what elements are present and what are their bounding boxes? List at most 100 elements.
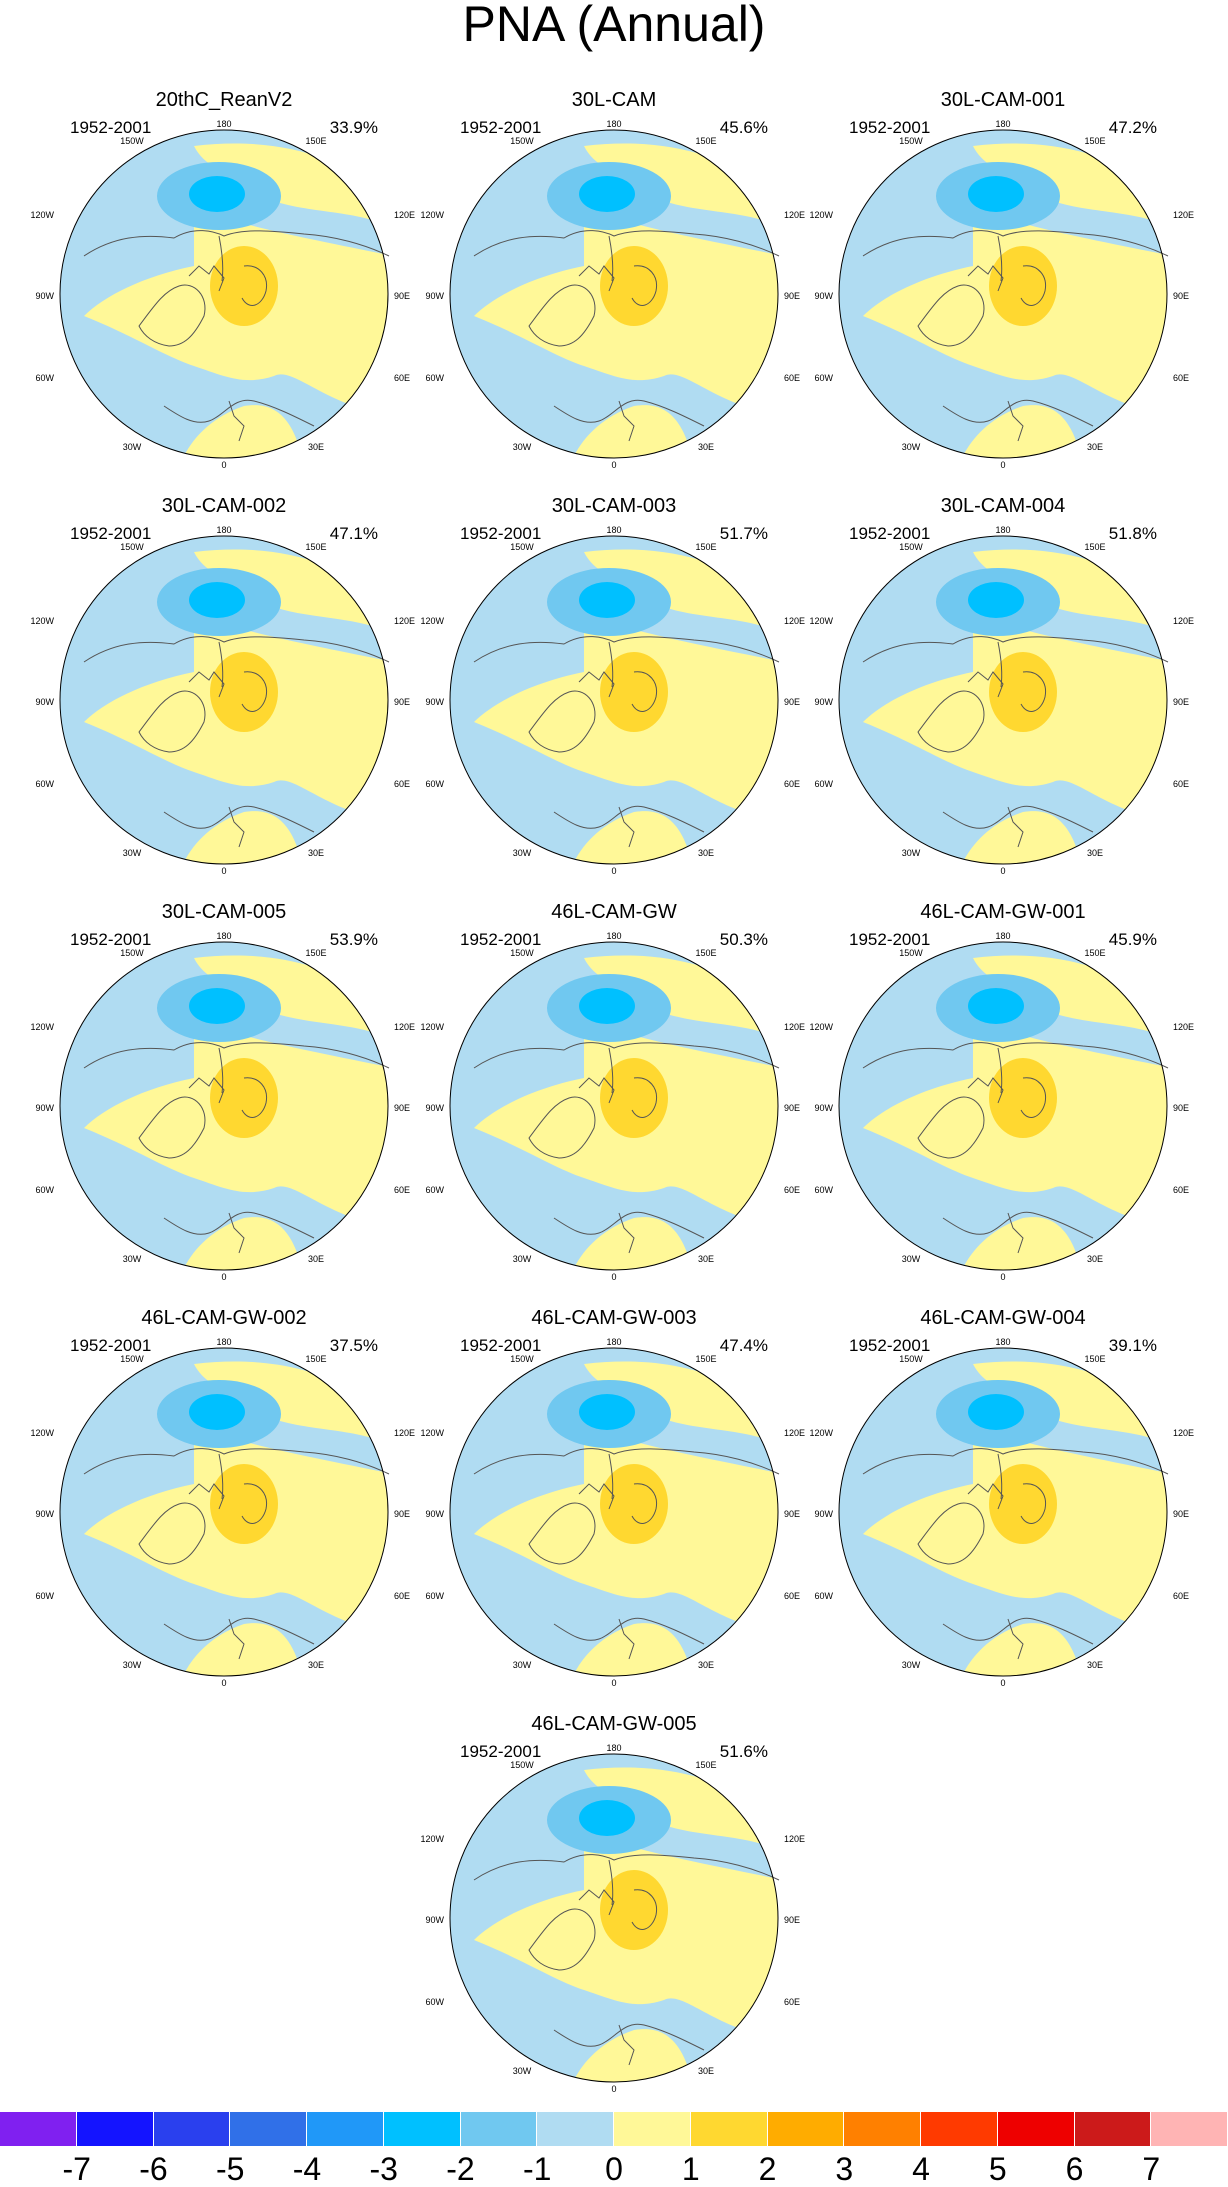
grid-label: 180 xyxy=(995,525,1010,535)
grid-label: 180 xyxy=(995,119,1010,129)
grid-label: 30E xyxy=(698,1254,714,1264)
colorbar-swatch xyxy=(1151,2112,1228,2146)
grid-label: 30W xyxy=(513,2066,532,2076)
colorbar-swatch xyxy=(997,2112,1075,2146)
colorbar-swatch xyxy=(230,2112,307,2146)
period-label: 1952-2001 xyxy=(70,118,152,137)
grid-label: 120E xyxy=(784,1022,805,1032)
colorbar-label: -1 xyxy=(523,2151,552,2187)
grid-label: 60E xyxy=(784,779,800,789)
colorbar-swatch xyxy=(76,2112,154,2146)
period-label: 1952-2001 xyxy=(460,524,542,543)
grid-label: 120W xyxy=(809,210,833,220)
grid-label: 120W xyxy=(420,1428,444,1438)
map-panel: 46L-CAM-GW-003 180 0 150W 150E 30W 30E 120W 90W 6… xyxy=(420,1306,805,1686)
colorbar-label: 0 xyxy=(605,2151,623,2187)
polar-map: 180 0 150W 150E 30W 30E 120W 90W 60W 120E 90E 60E xyxy=(420,494,805,874)
grid-label: 60W xyxy=(35,373,54,383)
grid-label: 120W xyxy=(30,616,54,626)
map-panel: 46L-CAM-GW-002 180 0 150W 150E 30W 30E 120W 90W 6… xyxy=(30,1306,415,1686)
colorbar-label: -3 xyxy=(369,2151,398,2187)
panel-title: 30L-CAM xyxy=(571,89,657,111)
grid-label: 60E xyxy=(784,1997,800,2007)
grid-label: 60W xyxy=(814,1591,833,1601)
grid-label: 120W xyxy=(420,1834,444,1844)
grid-label: 90W xyxy=(814,291,833,301)
polar-map: 180 0 150W 150E 30W 30E 120W 90W 60W 120E 90E 60E xyxy=(809,88,1194,470)
grid-label: 30W xyxy=(513,1254,532,1264)
colorbar-swatch xyxy=(0,2112,77,2146)
colorbar-swatch xyxy=(1074,2112,1152,2146)
grid-label: 30W xyxy=(902,442,921,452)
grid-label: 60W xyxy=(425,1997,444,2007)
map-panel: 30L-CAM-005 180 0 150W 150E 30W 30E 120W 90W 60W 1… xyxy=(30,900,415,1280)
grid-label: 60W xyxy=(425,1591,444,1601)
grid-label: 180 xyxy=(995,1337,1010,1347)
grid-label: 30E xyxy=(698,848,714,858)
grid-label: 120W xyxy=(809,616,833,626)
colorbar: -7 -6 -5 -4 -3 -2 -1 0 1 2 3 4 5 6 7 xyxy=(0,2112,1228,2186)
period-label: 1952-2001 xyxy=(849,930,931,949)
grid-label: 180 xyxy=(606,931,621,941)
variance-percent: 37.5% xyxy=(329,1336,378,1355)
grid-label: 30E xyxy=(698,1660,714,1670)
grid-label: 90W xyxy=(425,1103,444,1113)
grid-label: 150W xyxy=(899,1354,923,1364)
grid-label: 120W xyxy=(420,210,444,220)
grid-label: 120E xyxy=(784,210,805,220)
grid-label: 0 xyxy=(1000,460,1005,470)
colorbar-label: -6 xyxy=(139,2151,168,2187)
grid-label: 120E xyxy=(394,1428,415,1438)
grid-label: 150W xyxy=(510,948,534,958)
grid-label: 180 xyxy=(995,931,1010,941)
variance-percent: 33.9% xyxy=(329,118,378,137)
grid-label: 30W xyxy=(123,1660,142,1670)
grid-label: 30W xyxy=(513,1660,532,1670)
grid-label: 180 xyxy=(606,119,621,129)
map-panel: 30L-CAM-003 180 0 150W 150E 30W 30E 120W 90W 60W 1… xyxy=(420,494,805,874)
colorbar-swatch xyxy=(537,2112,614,2146)
map-panel: 20thC_ReanV2 180 0 150W 150E 30W 30E 120W 90W 60W… xyxy=(30,88,415,468)
grid-label: 90W xyxy=(35,1103,54,1113)
grid-label: 180 xyxy=(216,931,231,941)
grid-label: 60W xyxy=(425,1185,444,1195)
period-label: 1952-2001 xyxy=(849,524,931,543)
grid-label: 90W xyxy=(425,1509,444,1519)
grid-label: 30W xyxy=(123,848,142,858)
grid-label: 120E xyxy=(394,1022,415,1032)
grid-label: 150E xyxy=(305,542,326,552)
grid-label: 0 xyxy=(611,2084,616,2094)
grid-label: 180 xyxy=(606,1743,621,1753)
grid-label: 120W xyxy=(30,210,54,220)
colorbar-swatch xyxy=(460,2112,538,2146)
grid-label: 120E xyxy=(784,1834,805,1844)
grid-label: 60W xyxy=(425,373,444,383)
grid-label: 120W xyxy=(30,1022,54,1032)
grid-label: 30E xyxy=(698,442,714,452)
grid-label: 30E xyxy=(698,2066,714,2076)
grid-label: 90E xyxy=(394,697,410,707)
panel-title: 46L-CAM-GW-005 xyxy=(531,1713,697,1735)
colorbar-label: 7 xyxy=(1142,2151,1161,2187)
colorbar-swatch xyxy=(844,2112,921,2146)
grid-label: 180 xyxy=(216,525,231,535)
grid-label: 0 xyxy=(1000,866,1005,876)
polar-map: 180 0 150W 150E 30W 30E 120W 90W 60W 120E 90E 60E xyxy=(30,900,415,1280)
colorbar-swatch xyxy=(307,2112,384,2146)
grid-label: 90E xyxy=(1173,1509,1189,1519)
variance-percent: 53.9% xyxy=(329,930,378,949)
grid-label: 120E xyxy=(784,616,805,626)
grid-label: 30E xyxy=(308,442,324,452)
variance-percent: 51.7% xyxy=(719,524,768,543)
polar-map: 180 0 150W 150E 30W 30E 120W 90W 60W 120E 90E 60E xyxy=(30,494,415,874)
grid-label: 150E xyxy=(1084,542,1105,552)
polar-map: 180 0 150W 150E 30W 30E 120W 90W 60W 120E 90E 60E xyxy=(420,1306,805,1686)
colorbar-label: 5 xyxy=(988,2151,1007,2187)
grid-label: 90E xyxy=(784,1103,800,1113)
grid-label: 150E xyxy=(695,136,716,146)
colorbar-swatch xyxy=(153,2112,231,2146)
grid-label: 60W xyxy=(814,373,833,383)
grid-label: 0 xyxy=(1000,1678,1005,1688)
grid-label: 150E xyxy=(1084,136,1105,146)
variance-percent: 47.1% xyxy=(329,524,378,543)
